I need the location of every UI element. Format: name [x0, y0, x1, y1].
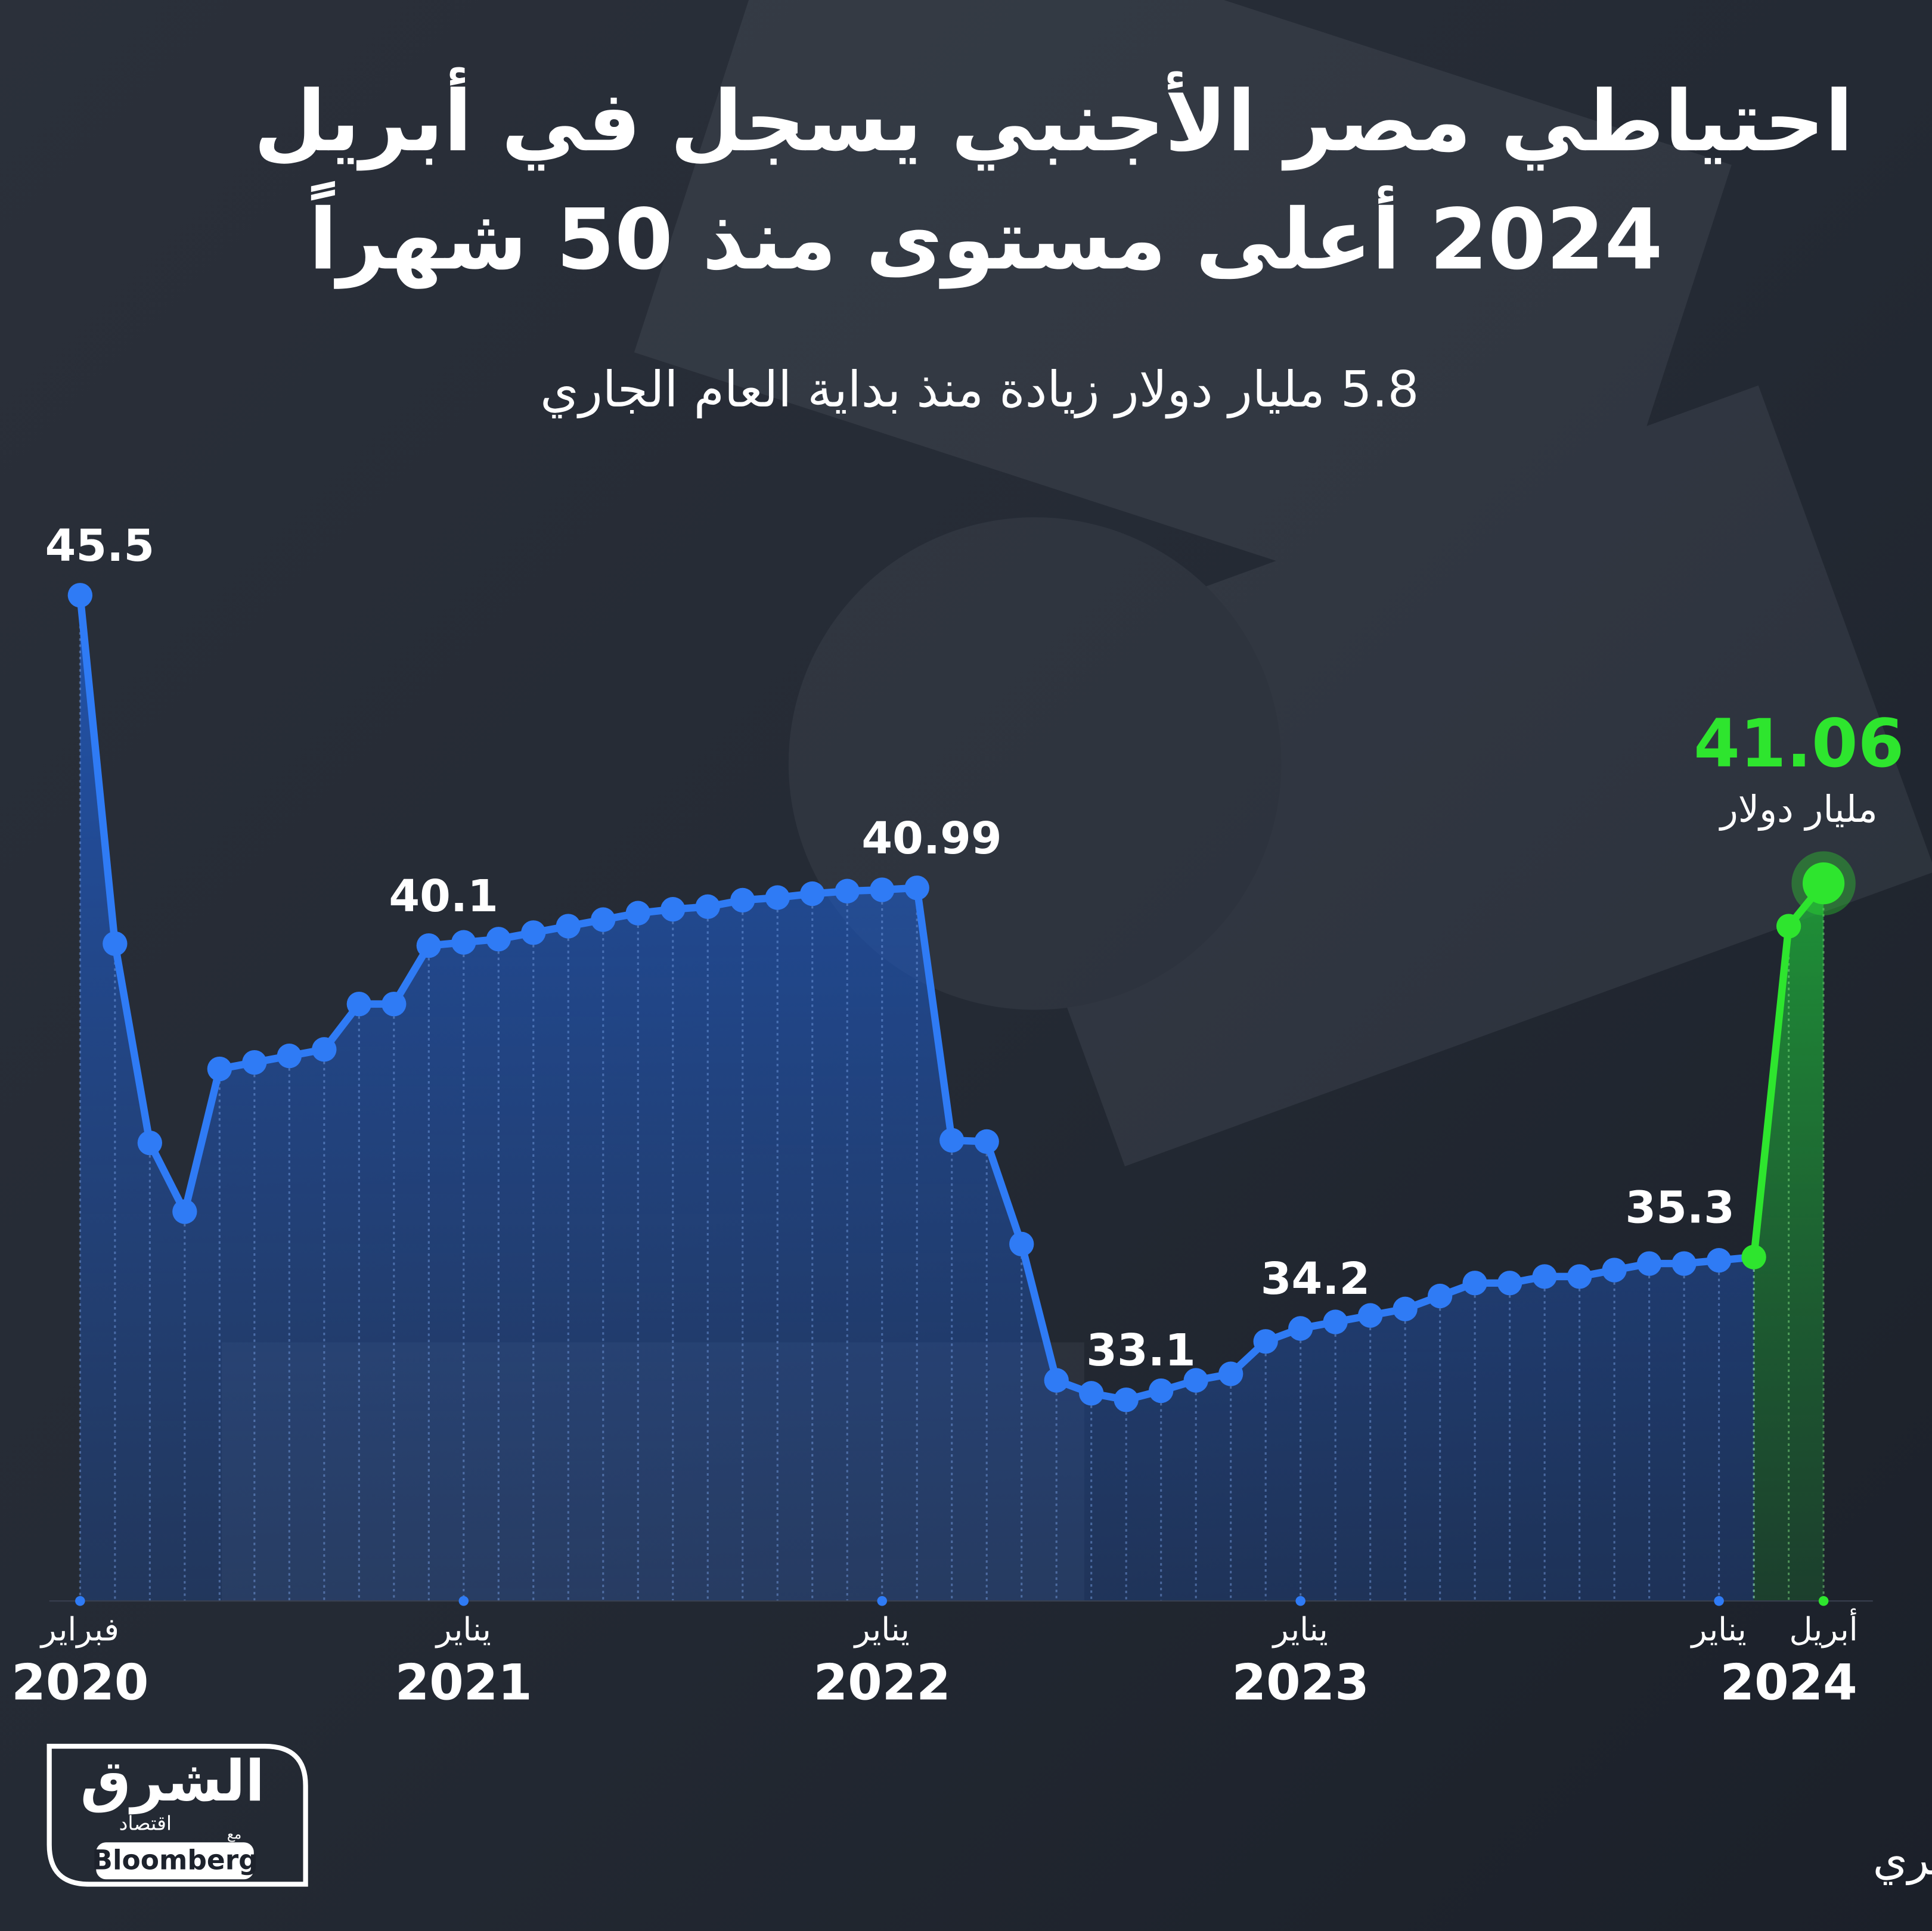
x-year-label: 2024	[1720, 1654, 1857, 1712]
value-label: 34.2	[1261, 1253, 1370, 1305]
chart-title: 2024 أعلى مستوى منذ 50 شهراً	[309, 181, 1663, 290]
marker	[1114, 1387, 1139, 1412]
marker	[1671, 1251, 1697, 1276]
x-tick-label: يناير	[435, 1610, 491, 1648]
x-year-label: 2022	[814, 1654, 951, 1712]
marker	[974, 1129, 999, 1154]
logo-frame	[46, 1743, 308, 1887]
x-tick-dot	[1714, 1595, 1724, 1606]
x-tick-label: أبريل	[1790, 1608, 1858, 1648]
marker	[765, 885, 790, 910]
x-year-label: 2023	[1232, 1654, 1369, 1712]
source: المصدر: بيانات البنك المركزي المصري	[1873, 1833, 1932, 1885]
marker	[486, 927, 511, 952]
x-tick-dot	[1818, 1595, 1829, 1606]
marker	[1706, 1247, 1732, 1273]
logo-brand: الشرق	[80, 1749, 265, 1814]
marker	[1149, 1378, 1174, 1404]
marker	[660, 897, 686, 922]
marker	[1253, 1329, 1278, 1354]
logo-partner: Bloomberg	[92, 1845, 258, 1876]
chart-subtitle: 5.8 مليار دولار زيادة منذ بداية العام ال…	[540, 361, 1419, 419]
marker	[346, 991, 371, 1017]
value-label: 33.1	[1086, 1324, 1196, 1376]
x-tick-dot	[877, 1595, 888, 1606]
marker	[1358, 1303, 1383, 1328]
area	[1754, 883, 1824, 1601]
marker	[137, 1130, 163, 1156]
marker	[1462, 1271, 1487, 1296]
logo-with: مع	[227, 1827, 241, 1842]
marker	[1776, 914, 1801, 939]
x-tick-label: يناير	[1272, 1610, 1328, 1648]
logo-pill	[96, 1842, 254, 1880]
marker	[416, 933, 441, 958]
x-tick-label: يناير	[853, 1610, 910, 1648]
marker	[695, 894, 720, 919]
x-tick-label: فبراير	[39, 1610, 119, 1648]
x-year-label: 2021	[395, 1654, 532, 1712]
marker	[835, 878, 860, 904]
marker	[1288, 1316, 1313, 1341]
marker	[1532, 1264, 1557, 1289]
marker	[1802, 862, 1845, 905]
marker	[1079, 1381, 1104, 1406]
value-label: 40.1	[389, 870, 498, 922]
x-tick-dot	[1295, 1595, 1305, 1606]
value-label: 45.5	[45, 520, 155, 572]
marker	[1009, 1231, 1034, 1257]
marker	[521, 920, 546, 945]
marker	[625, 901, 650, 926]
x-year-label: 2020	[11, 1654, 148, 1712]
marker	[939, 1128, 965, 1153]
marker	[242, 1050, 267, 1075]
marker	[591, 907, 616, 932]
marker	[870, 877, 895, 902]
marker	[312, 1037, 337, 1062]
marker	[1218, 1361, 1243, 1386]
marker	[730, 887, 755, 913]
marker	[1183, 1368, 1208, 1393]
marker	[1636, 1251, 1662, 1276]
area	[80, 595, 1754, 1601]
marker	[800, 881, 825, 906]
unit-label: مليار دولار	[1719, 787, 1878, 831]
marker	[1044, 1368, 1069, 1393]
chart-title: احتياطي مصر الأجنبي يسجل في أبريل	[254, 67, 1853, 171]
marker	[1567, 1264, 1592, 1289]
marker	[1602, 1258, 1627, 1283]
x-tick-label: يناير	[1690, 1610, 1747, 1648]
x-tick-dot	[75, 1595, 85, 1606]
marker	[67, 583, 93, 608]
marker	[1393, 1296, 1418, 1321]
marker	[382, 991, 407, 1017]
marker	[277, 1044, 302, 1069]
marker	[451, 930, 476, 955]
marker	[1323, 1309, 1348, 1334]
logo-sub: اقتصاد	[119, 1812, 172, 1835]
marker	[103, 931, 128, 957]
marker	[172, 1199, 197, 1224]
marker	[556, 914, 581, 939]
logo: الشرق اقتصاد مع Bloomberg	[46, 1743, 308, 1887]
value-label: 40.99	[861, 812, 1001, 864]
marker	[1741, 1244, 1766, 1269]
x-tick-dot	[458, 1595, 469, 1606]
marker	[904, 876, 929, 901]
marker	[207, 1056, 232, 1082]
value-label: 41.06	[1694, 705, 1904, 783]
marker	[1497, 1271, 1522, 1296]
marker	[1427, 1283, 1453, 1309]
value-label: 35.3	[1625, 1181, 1735, 1233]
